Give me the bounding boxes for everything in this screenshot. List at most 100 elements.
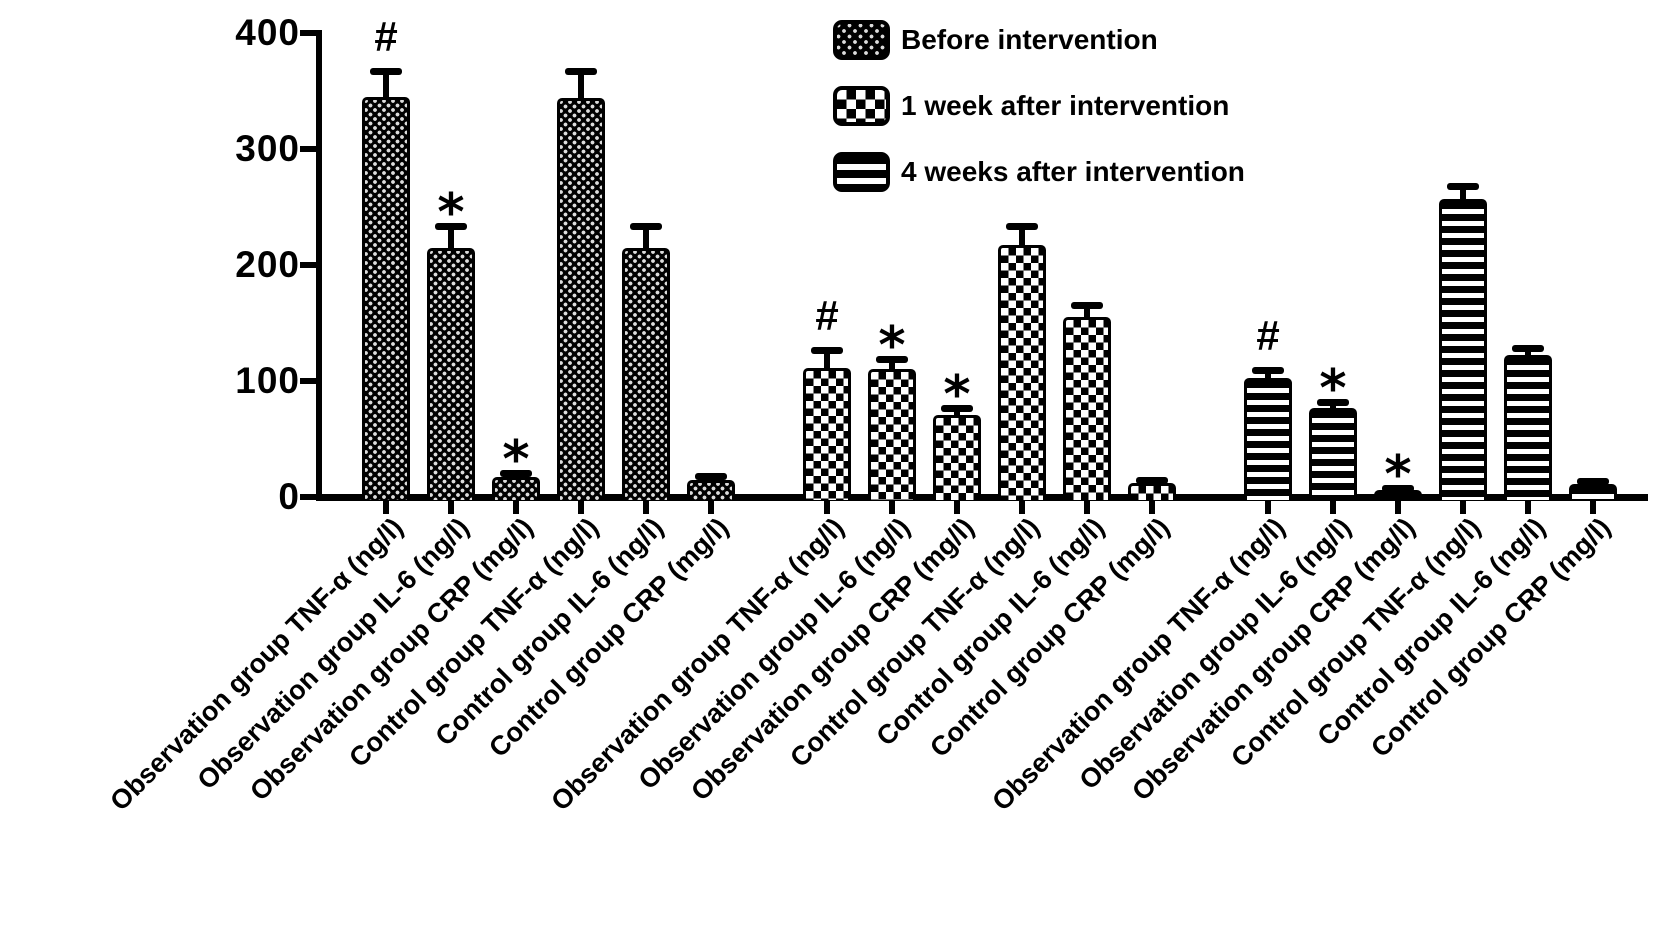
- y-axis-tick-label: 200: [235, 244, 300, 285]
- y-axis-tick: [300, 378, 316, 384]
- significance-star: *: [1319, 359, 1347, 420]
- bar-hlines: [1309, 407, 1357, 500]
- error-bar-stem: [1084, 305, 1090, 324]
- legend-label: 4 weeks after intervention: [901, 156, 1245, 187]
- error-bar-cap: [811, 346, 843, 354]
- bar-checker: [803, 368, 851, 500]
- bar-dots: [557, 97, 605, 500]
- bar-checker: [998, 245, 1046, 500]
- significance-hash: #: [1256, 311, 1280, 359]
- legend-row: 1 week after intervention: [833, 86, 1245, 126]
- significance-hash: #: [374, 13, 398, 61]
- x-axis-tick: [383, 501, 389, 514]
- bar-dots: [492, 477, 540, 500]
- bar-hlines: [1374, 490, 1422, 500]
- x-axis-tick: [1149, 501, 1155, 514]
- error-bar-stem: [578, 72, 584, 104]
- error-bar-stem: [448, 226, 454, 254]
- error-bar-stem: [1265, 370, 1271, 384]
- error-bar-cap: [941, 404, 973, 412]
- x-axis-tick: [578, 501, 584, 514]
- bar-hlines: [1569, 484, 1617, 500]
- bar-checker: [1128, 483, 1176, 500]
- x-axis-tick: [1019, 501, 1025, 514]
- error-bar-cap: [630, 222, 662, 230]
- error-bar-cap: [876, 356, 908, 364]
- x-axis-tick: [954, 501, 960, 514]
- legend-row: Before intervention: [833, 20, 1245, 60]
- x-axis-label-text: Observation group CRP (mg/l): [685, 512, 981, 807]
- error-bar-stem: [889, 360, 895, 376]
- error-bar-cap: [565, 68, 597, 76]
- significance-star: *: [943, 364, 971, 425]
- legend-swatch-hlines: [833, 152, 890, 192]
- legend-label: Before intervention: [901, 24, 1158, 55]
- y-axis-tick: [300, 262, 316, 268]
- legend-label: 1 week after intervention: [901, 90, 1230, 121]
- error-bar-cap: [1317, 399, 1349, 407]
- x-axis-line: [316, 494, 1648, 501]
- x-axis-tick: [1084, 501, 1090, 514]
- error-bar-stem: [1019, 226, 1025, 252]
- error-bar-stem: [643, 226, 649, 254]
- significance-star: *: [502, 429, 530, 490]
- bar-hlines: [1504, 355, 1552, 500]
- legend: Before intervention 1 week after interven…: [833, 20, 1245, 218]
- error-bar-cap: [1006, 222, 1038, 230]
- significance-hash: #: [815, 291, 839, 339]
- error-bar-cap: [1136, 476, 1168, 484]
- bar-dots: [622, 247, 670, 500]
- x-axis-tick: [889, 501, 895, 514]
- error-bar-cap: [435, 222, 467, 230]
- x-axis-tick: [643, 501, 649, 514]
- x-axis-tick: [1460, 501, 1466, 514]
- bar-dots: [687, 479, 735, 500]
- y-axis-line: [316, 30, 322, 501]
- legend-swatch-checker: [833, 86, 890, 126]
- y-axis-tick: [300, 30, 316, 36]
- x-axis-tick: [708, 501, 714, 514]
- significance-star: *: [1384, 444, 1412, 505]
- x-axis-tick: [448, 501, 454, 514]
- error-bar-stem: [1525, 348, 1531, 362]
- error-bar-stem: [383, 72, 389, 103]
- bar-dots: [362, 96, 410, 500]
- y-axis-tick-label: 100: [235, 360, 300, 401]
- x-axis-tick: [1525, 501, 1531, 514]
- error-bar-cap: [1252, 366, 1284, 374]
- x-axis-label-text: Observation group CRP (mg/l): [1126, 512, 1422, 807]
- y-axis-tick-label: 0: [278, 476, 300, 517]
- x-axis-label-text: Observation group CRP (mg/l): [244, 512, 540, 807]
- error-bar-cap: [370, 68, 402, 76]
- bar-hlines: [1244, 377, 1292, 500]
- bar-checker: [933, 414, 981, 500]
- x-axis-tick: [824, 501, 830, 514]
- error-bar-cap: [1447, 183, 1479, 191]
- y-axis-tick: [300, 494, 316, 500]
- y-axis-tick-label: 400: [235, 12, 300, 53]
- x-axis-label-text: Observation group IL-6 (ng/l): [191, 512, 475, 796]
- error-bar-cap: [1071, 301, 1103, 309]
- error-bar-cap: [500, 469, 532, 477]
- error-bar-stem: [824, 350, 830, 375]
- x-axis-tick: [1330, 501, 1336, 514]
- error-bar-cap: [695, 473, 727, 481]
- error-bar-stem: [1460, 187, 1466, 205]
- error-bar-cap: [1512, 344, 1544, 352]
- x-axis-tick: [1265, 501, 1271, 514]
- y-axis-tick: [300, 146, 316, 152]
- significance-star: *: [437, 182, 465, 243]
- bar-checker: [1063, 317, 1111, 500]
- legend-row: 4 weeks after intervention: [833, 152, 1245, 192]
- x-axis-tick: [513, 501, 519, 514]
- error-bar-cap: [1382, 484, 1414, 492]
- bar-dots: [427, 247, 475, 500]
- bar-hlines: [1439, 198, 1487, 500]
- bar-checker: [868, 369, 916, 500]
- y-axis-tick-label: 300: [235, 128, 300, 169]
- x-axis-tick: [1395, 501, 1401, 514]
- legend-swatch-dots: [833, 20, 890, 60]
- error-bar-cap: [1577, 477, 1609, 485]
- significance-star: *: [878, 316, 906, 377]
